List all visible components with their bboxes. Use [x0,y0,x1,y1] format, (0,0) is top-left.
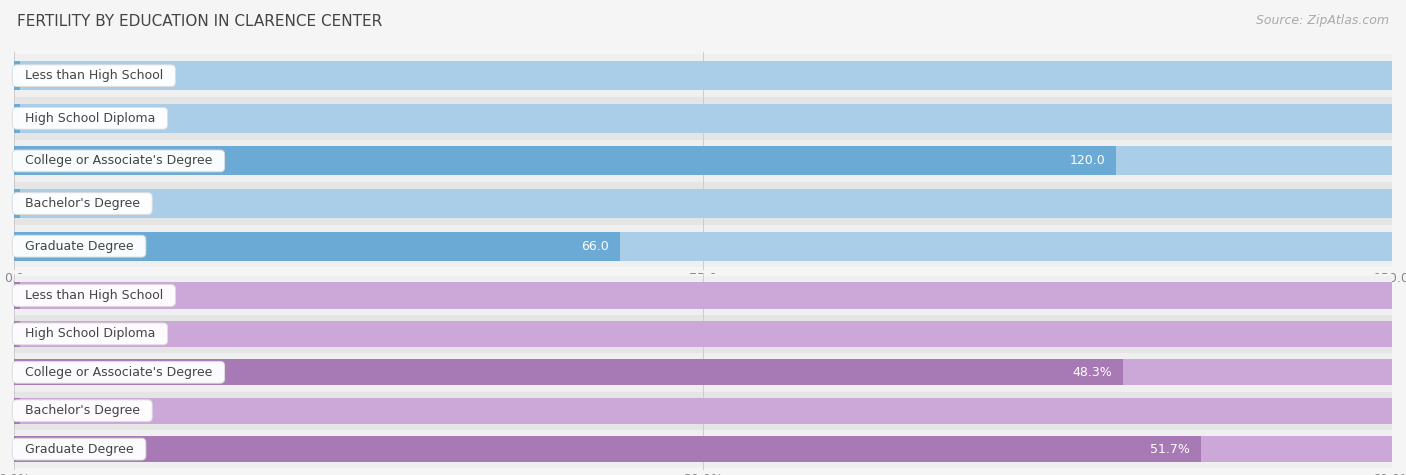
Bar [14,391,1392,430]
Bar [14,61,1392,90]
Text: Bachelor's Degree: Bachelor's Degree [17,404,148,417]
Bar [14,398,20,424]
Bar [14,276,1392,315]
Text: High School Diploma: High School Diploma [17,327,163,341]
Bar [14,321,1392,347]
Bar [14,232,1392,261]
Text: Less than High School: Less than High School [17,69,172,82]
Bar [14,61,20,90]
Bar [14,436,1201,462]
Bar [14,225,1392,267]
Bar [14,182,1392,225]
Text: Source: ZipAtlas.com: Source: ZipAtlas.com [1256,14,1389,27]
Text: Graduate Degree: Graduate Degree [17,443,142,456]
Bar [14,283,20,309]
Text: 0.0%: 0.0% [28,404,60,417]
Text: 66.0: 66.0 [582,240,609,253]
Bar [14,104,1392,133]
Text: College or Associate's Degree: College or Associate's Degree [17,366,221,379]
Bar [14,353,1392,391]
Bar [14,436,1392,462]
Text: FERTILITY BY EDUCATION IN CLARENCE CENTER: FERTILITY BY EDUCATION IN CLARENCE CENTE… [17,14,382,29]
Text: Graduate Degree: Graduate Degree [17,240,142,253]
Text: Bachelor's Degree: Bachelor's Degree [17,197,148,210]
Text: 0.0: 0.0 [28,197,48,210]
Bar [14,232,620,261]
Bar [14,189,20,218]
Bar [14,359,1123,385]
Text: Less than High School: Less than High School [17,289,172,302]
Bar [14,146,1392,175]
Bar [14,189,1392,218]
Text: 0.0: 0.0 [28,69,48,82]
Text: High School Diploma: High School Diploma [17,112,163,125]
Bar [14,283,1392,309]
Bar [14,321,20,347]
Text: College or Associate's Degree: College or Associate's Degree [17,154,221,167]
Text: 120.0: 120.0 [1070,154,1105,167]
Bar [14,104,20,133]
Text: 0.0: 0.0 [28,112,48,125]
Bar [14,97,1392,140]
Text: 0.0%: 0.0% [28,289,60,302]
Text: 0.0%: 0.0% [28,327,60,341]
Bar [14,140,1392,182]
Bar [14,398,1392,424]
Bar [14,359,1392,385]
Bar [14,315,1392,353]
Text: 48.3%: 48.3% [1073,366,1112,379]
Text: 51.7%: 51.7% [1150,443,1191,456]
Bar [14,430,1392,468]
Bar [14,54,1392,97]
Bar [14,146,1116,175]
